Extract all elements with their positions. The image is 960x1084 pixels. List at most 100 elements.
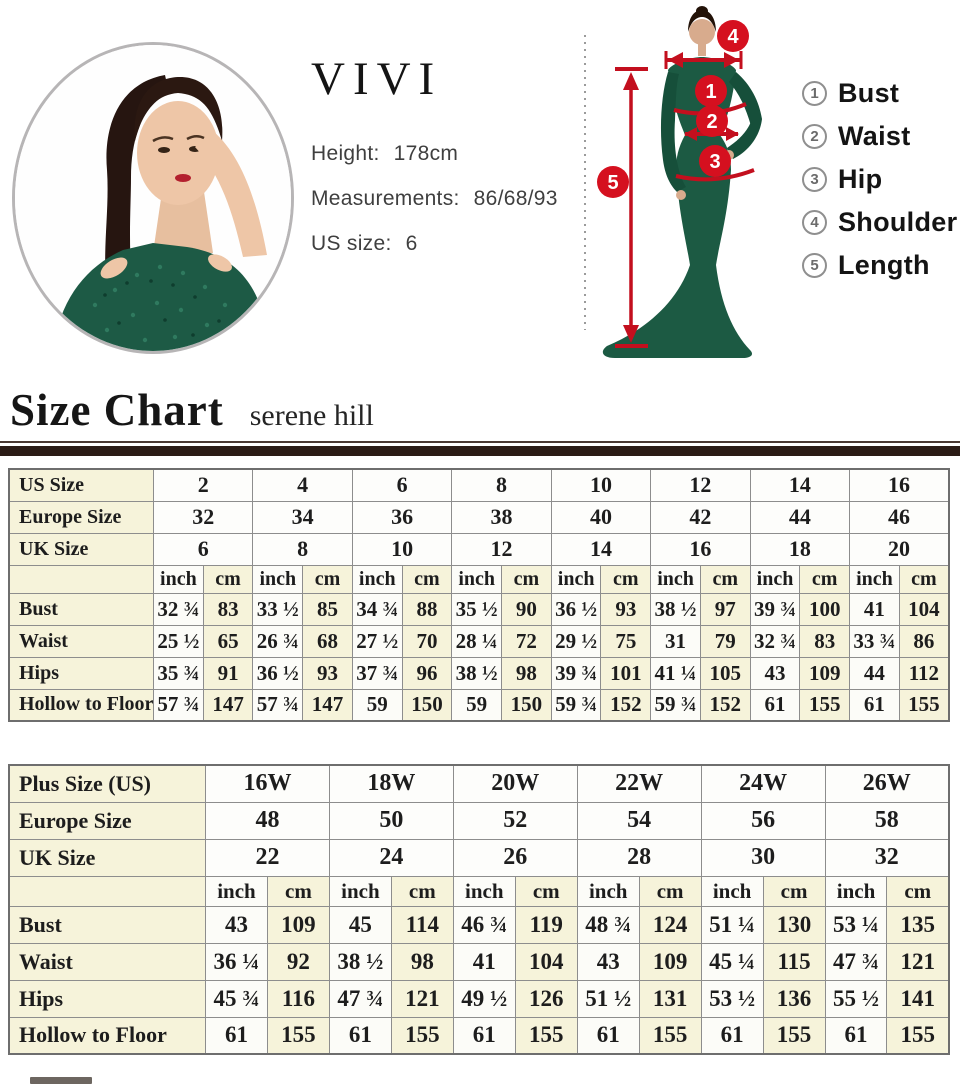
measurement-cm-value: 116 — [266, 979, 330, 1018]
measurement-cm-value: 136 — [762, 979, 826, 1018]
size-value-cell: 4 — [252, 468, 353, 502]
brand-title: VIVI — [311, 53, 443, 105]
measurement-cm-value: 155 — [514, 1016, 578, 1055]
measurement-cm-value: 155 — [762, 1016, 826, 1055]
measurement-inch-value: 32 ¾ — [153, 592, 204, 626]
measurement-cm-value: 83 — [799, 624, 851, 658]
length-arrow — [615, 67, 648, 348]
measurement-inch-value: 41 — [849, 592, 900, 626]
measurement-cm-value: 150 — [401, 688, 453, 722]
measurement-cm-value: 68 — [302, 624, 353, 658]
waist-arrowhead — [684, 127, 697, 141]
size-value-cell: 14 — [749, 468, 851, 502]
dress-beads-dark — [103, 279, 221, 337]
measurement-cm-value: 85 — [302, 592, 353, 626]
unit-cm-label: cm — [401, 564, 453, 594]
measurement-cm-value: 155 — [390, 1016, 454, 1055]
size-value-cell: 42 — [650, 500, 751, 534]
marker-waist-number: 2 — [706, 111, 717, 133]
model-measurements: Measurements: 86/68/93 — [311, 187, 558, 211]
size-value-cell: 2 — [152, 468, 254, 502]
measurement-cm-value: 155 — [886, 1016, 950, 1055]
measurement-inch-value: 43 — [749, 656, 801, 690]
legend-number-icon: 1 — [802, 81, 827, 106]
measurement-cm-value: 97 — [699, 592, 751, 626]
measurement-cm-value: 92 — [266, 942, 330, 981]
unit-inch-label: inch — [824, 875, 888, 907]
measurement-inch-value: 57 ¾ — [153, 688, 204, 722]
legend-number-icon: 2 — [802, 124, 827, 149]
legend-item-length: 5 Length — [802, 250, 957, 280]
measurement-inch-value: 41 ¼ — [650, 656, 701, 690]
measurement-cm-value: 126 — [514, 979, 578, 1018]
length-arrowhead-down — [623, 325, 639, 343]
measurement-cm-value: 121 — [390, 979, 454, 1018]
unit-inch-label: inch — [650, 564, 701, 594]
measurement-cm-value: 109 — [266, 905, 330, 944]
measurement-inch-value: 45 ¾ — [205, 979, 268, 1018]
size-system-label: UK Size — [8, 838, 206, 877]
legend-item-waist: 2 Waist — [802, 121, 957, 151]
measurement-cm-value: 152 — [600, 688, 652, 722]
unit-cm-label: cm — [638, 875, 702, 907]
measurement-inch-value: 53 ¼ — [824, 905, 888, 944]
measurement-inch-value: 38 ½ — [328, 942, 392, 981]
measurement-inch-value: 49 ½ — [452, 979, 516, 1018]
measurement-inch-value: 41 — [452, 942, 516, 981]
size-value-cell: 28 — [576, 838, 702, 877]
unit-inch-label: inch — [550, 564, 602, 594]
unit-cm-label: cm — [202, 564, 254, 594]
size-value-cell: 8 — [451, 468, 552, 502]
measurement-cm-value: 155 — [799, 688, 851, 722]
measurement-inch-value: 33 ½ — [252, 592, 304, 626]
measurement-inch-value: 61 — [824, 1016, 888, 1055]
size-value-cell: 20W — [452, 764, 578, 803]
size-value-cell: 58 — [824, 801, 950, 840]
measurement-cm-value: 91 — [202, 656, 254, 690]
measurement-inch-value: 36 ½ — [550, 592, 602, 626]
marker-shoulder — [717, 20, 749, 52]
measurement-inch-value: 37 ¾ — [351, 656, 403, 690]
size-header-row: UK Size 6 8 10 12 14 16 18 20 — [8, 532, 950, 566]
measurement-inch-value: 32 ¾ — [749, 624, 801, 658]
us-size-label: US size: — [311, 232, 392, 255]
size-value-cell: 30 — [700, 838, 826, 877]
measurement-label: Bust — [8, 905, 206, 944]
hip-line — [675, 168, 755, 182]
measurement-inch-value: 34 ¾ — [351, 592, 403, 626]
size-value-cell: 56 — [700, 801, 826, 840]
measurement-cm-value: 155 — [638, 1016, 702, 1055]
height-value: 178cm — [393, 142, 459, 165]
measurement-cm-value: 83 — [202, 592, 254, 626]
length-arrowhead-up — [623, 72, 639, 90]
legend-item-bust: 1 Bust — [802, 78, 957, 108]
size-header-row: Plus Size (US) 16W 18W 20W 22W 24W 26W — [8, 764, 950, 803]
measurement-row: Hollow to Floor 61 155 61 155 61 155 61 155 61 155… — [8, 1016, 950, 1055]
measurement-inch-value: 48 ¾ — [576, 905, 640, 944]
page-title: Size Chart — [10, 385, 224, 435]
measurement-cm-value: 105 — [699, 656, 751, 690]
model-stats: Height: 178cm Measurements: 86/68/93 US si… — [311, 142, 558, 277]
measurements-value: 86/68/93 — [473, 187, 558, 210]
legend-number-icon: 4 — [802, 210, 827, 235]
measurement-cm-value: 119 — [514, 905, 578, 944]
figure-right-arm-upper — [729, 72, 762, 126]
measurement-cm-value: 124 — [638, 905, 702, 944]
measurement-inch-value: 39 ¾ — [749, 592, 801, 626]
measurement-inch-value: 59 — [351, 688, 403, 722]
size-system-label: UK Size — [8, 532, 154, 566]
model-height: Height: 178cm — [311, 142, 558, 166]
hair-cap — [134, 77, 223, 141]
measurement-cm-value: 86 — [898, 624, 950, 658]
measurement-cm-value: 155 — [898, 688, 950, 722]
measurement-inch-value: 61 — [749, 688, 801, 722]
measurement-row: Hips 45 ¾ 116 47 ¾ 121 49 ½ 126 51 ½ 131 53 ½ 136 5… — [8, 979, 950, 1018]
size-value-cell: 24 — [328, 838, 454, 877]
unit-inch-label: inch — [576, 875, 640, 907]
measurement-cm-value: 90 — [501, 592, 552, 626]
measurement-inch-value: 47 ¾ — [328, 979, 392, 1018]
measurement-cm-value: 131 — [638, 979, 702, 1018]
model-us-size: US size: 6 — [311, 232, 558, 256]
unit-inch-label: inch — [328, 875, 392, 907]
marker-bust-number: 1 — [705, 81, 716, 103]
